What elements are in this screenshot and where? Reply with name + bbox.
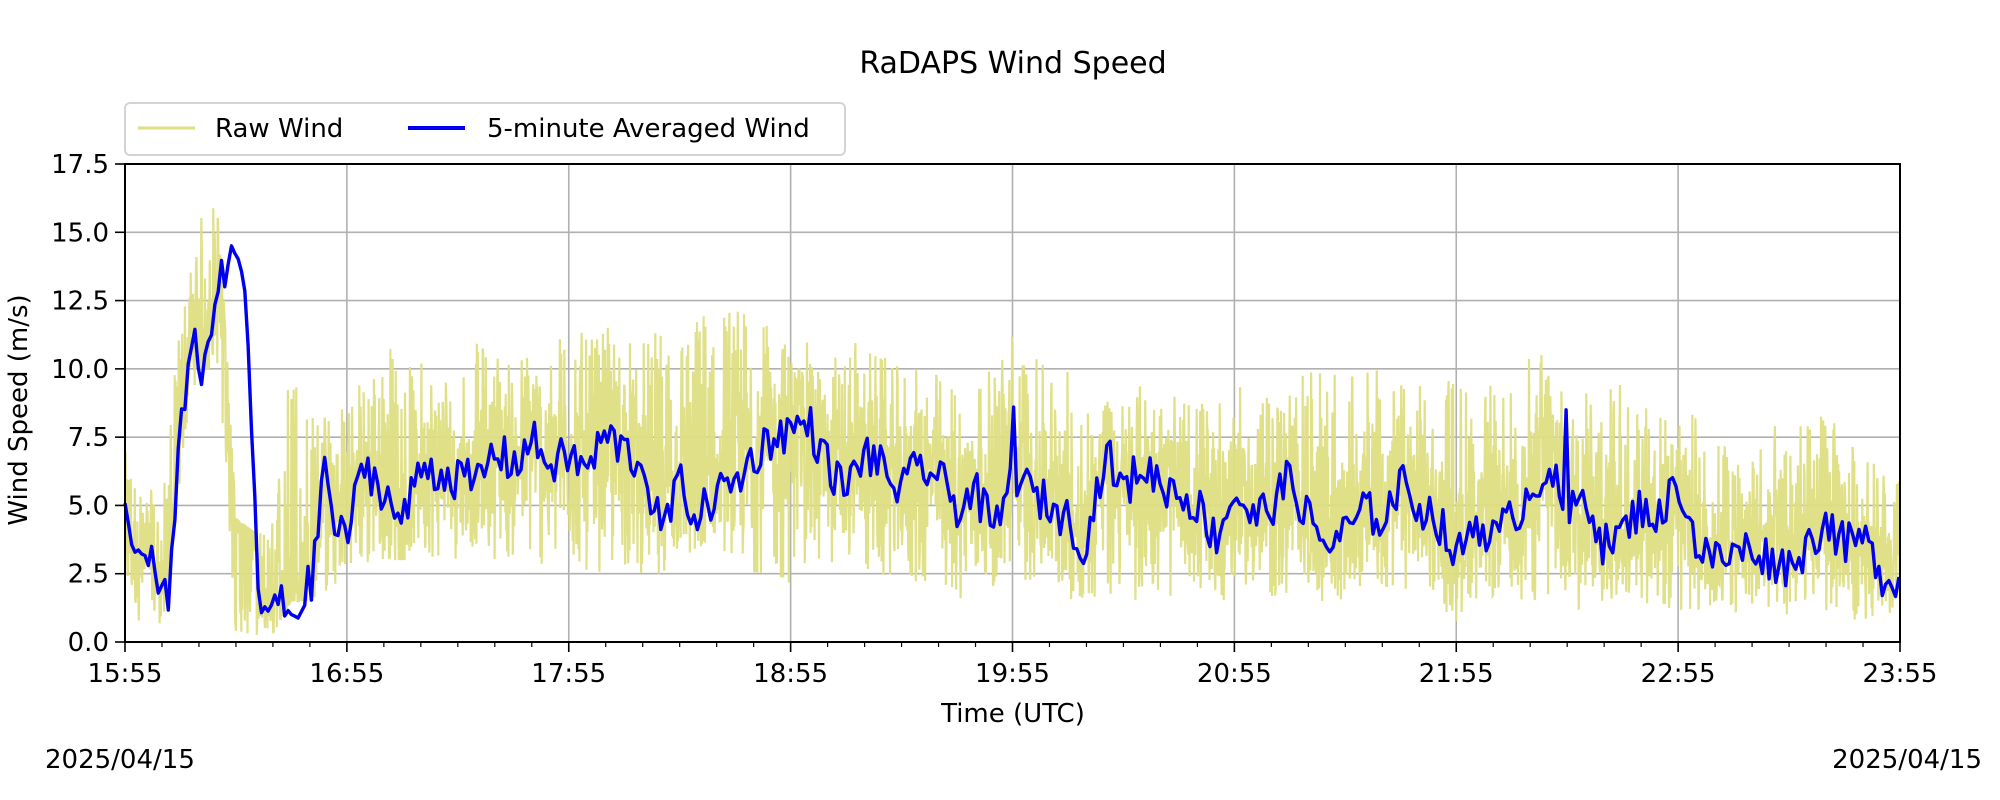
legend: Raw Wind 5-minute Averaged Wind [124,102,846,156]
x-axis-label: Time (UTC) [940,699,1085,729]
x-tick-label: 15:55 [88,659,163,689]
y-tick-label: 10.0 [51,355,109,385]
y-tick-label: 2.5 [68,560,109,590]
x-tick-label: 18:55 [753,659,828,689]
x-tick-label: 17:55 [531,659,606,689]
y-axis-label: Wind Speed (m/s) [4,294,34,525]
x-tick-label: 23:55 [1863,659,1938,689]
legend-label-averaged-wind: 5-minute Averaged Wind [487,114,810,144]
chart-title: RaDAPS Wind Speed [859,46,1166,81]
x-axis-ticks: 15:55 16:55 17:55 18:55 19:55 20:55 21:55 22:55… [88,642,1938,689]
averaged-wind-line [123,244,1901,620]
legend-box [124,102,846,156]
y-tick-label: 0.0 [68,628,109,658]
date-right: 2025/04/15 [1832,745,1982,775]
averaged-wind-series [123,244,1901,620]
y-axis-ticks: 0.0 2.5 5.0 7.5 10.0 12.5 15.0 17.5 [51,150,125,658]
y-tick-label: 12.5 [51,287,109,317]
x-tick-label: 16:55 [309,659,384,689]
x-tick-label: 20:55 [1197,659,1272,689]
legend-label-raw-wind: Raw Wind [215,114,343,144]
x-tick-label: 21:55 [1419,659,1494,689]
y-tick-label: 17.5 [51,150,109,180]
y-tick-label: 15.0 [51,218,109,248]
date-left: 2025/04/15 [45,745,195,775]
x-tick-label: 22:55 [1641,659,1716,689]
x-tick-label: 19:55 [975,659,1050,689]
y-tick-label: 5.0 [68,491,109,521]
y-tick-label: 7.5 [68,423,109,453]
